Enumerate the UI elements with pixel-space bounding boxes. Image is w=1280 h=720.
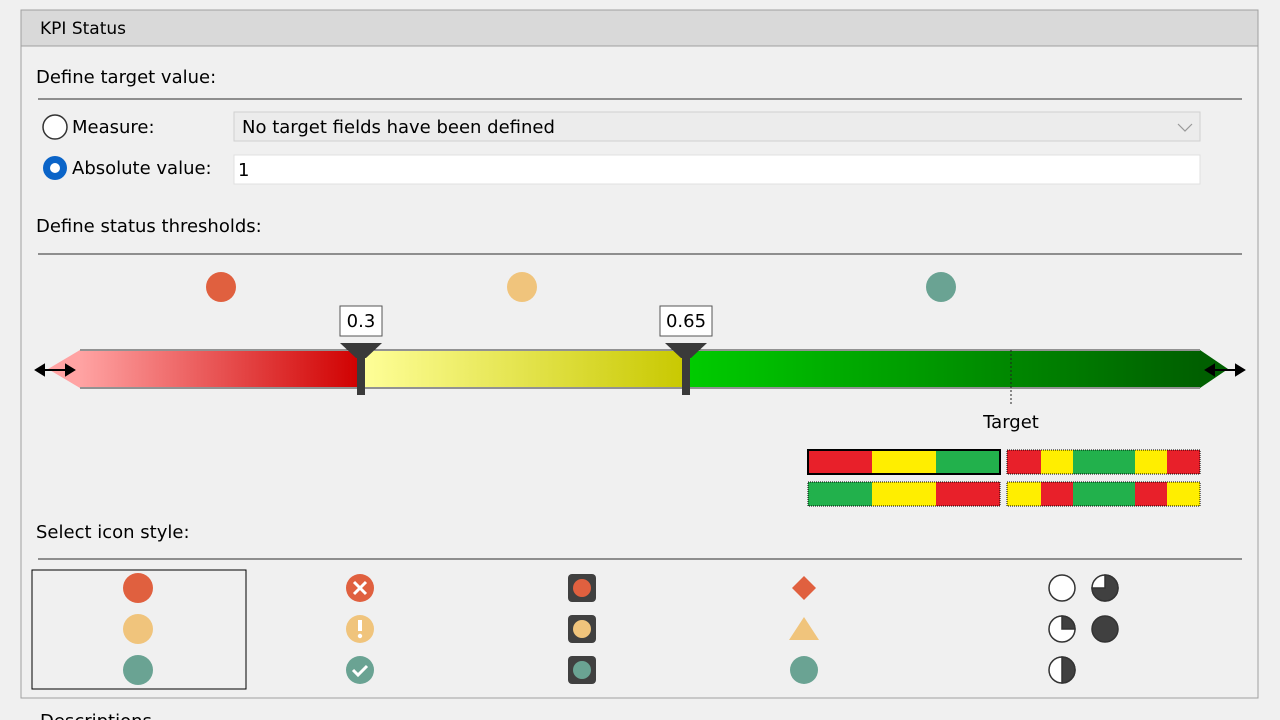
section-heading: Select icon style: [36, 522, 190, 543]
status-icon-green [926, 272, 956, 302]
threshold-value: 0.65 [666, 311, 706, 332]
band-option[interactable] [1006, 449, 1201, 475]
range-green [686, 351, 1200, 387]
threshold-box[interactable] [659, 305, 713, 337]
extend-arrow-right[interactable] [1204, 363, 1246, 377]
panel-header [20, 9, 1259, 47]
input-value: 1 [238, 160, 249, 181]
measure-dropdown[interactable] [233, 111, 1201, 142]
band-option[interactable] [1006, 481, 1201, 507]
radio-measure[interactable] [42, 114, 68, 140]
panel-title: KPI Status [40, 19, 126, 39]
section-heading: Define status thresholds: [36, 216, 262, 237]
dropdown-value: No target fields have been defined [242, 117, 555, 138]
band-option[interactable] [807, 481, 1001, 507]
section-heading: Descriptions [40, 711, 152, 720]
threshold-box[interactable] [339, 305, 383, 337]
dropdown-chevron [1177, 123, 1193, 132]
range-yellow [360, 351, 686, 387]
icon-set-symbols[interactable] [346, 574, 374, 684]
icon-set-shapes[interactable] [789, 576, 819, 684]
radio-label: Absolute value: [72, 158, 212, 179]
icon-set-pies[interactable] [1048, 574, 1119, 684]
status-icon-red [206, 272, 236, 302]
icon-set-circles[interactable] [31, 569, 247, 690]
range-red [80, 351, 360, 387]
threshold-handle[interactable] [665, 343, 707, 395]
absolute-value-input[interactable] [233, 154, 1201, 185]
target-label: Target [982, 412, 1039, 433]
radio-dot [50, 163, 60, 173]
radio-label: Measure: [72, 117, 155, 138]
status-icon-yellow [507, 272, 537, 302]
extend-arrow-left[interactable] [34, 363, 76, 377]
band-option[interactable] [807, 449, 1001, 475]
icon-set-squares[interactable] [568, 574, 596, 684]
threshold-value: 0.3 [347, 311, 376, 332]
threshold-handle[interactable] [340, 343, 382, 395]
section-heading: Define target value: [36, 67, 216, 88]
